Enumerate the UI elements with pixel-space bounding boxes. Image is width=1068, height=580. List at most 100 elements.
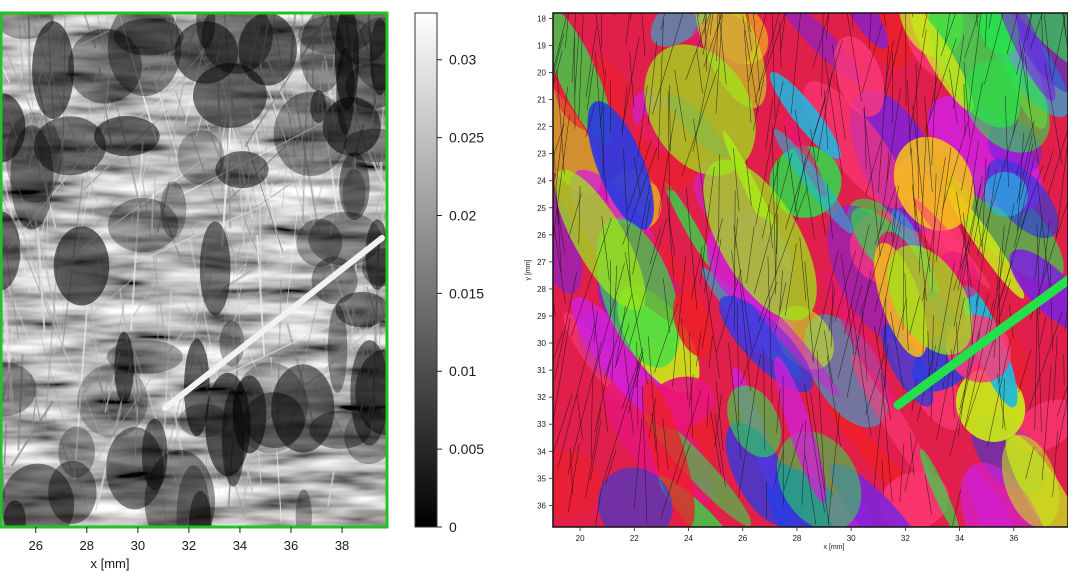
right-fiber-line: [718, 13, 727, 85]
right-fiber-line: [783, 423, 804, 490]
left-fiber-stroke: [170, 393, 187, 471]
right-fiber-line: [775, 158, 778, 295]
right-color-patch: [718, 295, 814, 393]
right-fiber-line: [1034, 300, 1038, 430]
left-fiber-stroke: [162, 13, 173, 71]
left-fiber-stroke: [234, 13, 240, 48]
left-fiber-stroke: [320, 26, 331, 97]
colorbar-tick-label: 0.01: [449, 363, 476, 379]
right-fiber-line: [988, 203, 1015, 335]
right-fiber-line: [963, 212, 974, 353]
left-x-axis-label: x [mm]: [91, 556, 130, 571]
right-fiber-line: [668, 84, 671, 152]
left-fiber-stroke: [163, 188, 193, 218]
right-fiber-line: [648, 397, 657, 439]
left-fiber-stroke: [150, 192, 155, 235]
right-fiber-line: [1044, 15, 1052, 76]
right-fiber-line: [930, 315, 934, 420]
right-color-patch: [989, 13, 1056, 102]
left-dark-patch: [184, 338, 210, 437]
left-fiber-stroke: [256, 234, 266, 356]
right-fiber-line: [953, 183, 982, 327]
right-fiber-line: [539, 136, 548, 209]
right-fiber-line: [804, 384, 825, 513]
right-fiber-line: [813, 39, 843, 135]
right-fiber-line: [553, 114, 570, 242]
right-fiber-line: [553, 124, 565, 158]
right-fiber-line: [758, 186, 808, 323]
right-fiber-line: [882, 319, 887, 359]
right-fiber-line: [701, 239, 722, 349]
right-y-tick-label: 28: [537, 285, 546, 294]
right-fiber-line: [1002, 378, 1005, 429]
right-fiber-line: [629, 52, 635, 108]
right-fiber-line: [984, 13, 988, 48]
right-fiber-line: [568, 193, 582, 238]
right-fiber-line: [827, 412, 840, 524]
right-fiber-line: [632, 184, 651, 275]
right-green-region: [703, 159, 817, 321]
left-dark-patch: [5, 112, 63, 203]
right-fiber-line: [714, 393, 722, 447]
right-fiber-line: [543, 332, 548, 451]
left-dark-patch: [369, 18, 388, 96]
right-fiber-line: [621, 36, 640, 131]
right-fiber-line: [621, 85, 628, 136]
left-fiber-stroke: [92, 308, 199, 466]
right-fiber-line: [883, 40, 894, 93]
left-fiber-stroke: [96, 13, 107, 61]
right-fiber-line: [693, 118, 708, 222]
right-y-tick-label: 27: [537, 258, 546, 267]
right-fiber-line: [812, 13, 830, 68]
right-fiber-line: [1053, 336, 1058, 403]
right-fiber-line: [657, 20, 664, 162]
right-fiber-line: [660, 389, 702, 519]
right-fiber-line: [1034, 216, 1043, 282]
left-fiber-stroke: [0, 60, 11, 84]
left-fiber-stroke: [94, 363, 113, 428]
left-dark-patch: [342, 168, 366, 217]
right-fiber-line: [899, 443, 905, 503]
right-fiber-line: [961, 81, 983, 191]
right-fiber-line: [635, 355, 643, 389]
right-fiber-line: [1037, 298, 1042, 433]
right-y-tick-label: 21: [537, 96, 546, 105]
right-fiber-line: [874, 326, 892, 421]
right-fiber-line: [710, 410, 722, 474]
left-fiber-stroke: [165, 123, 203, 273]
right-fiber-line: [816, 72, 833, 162]
right-color-patch: [910, 13, 974, 112]
right-fiber-line: [957, 295, 979, 438]
left-x-tick-label: 26: [29, 538, 43, 553]
right-fiber-line: [784, 243, 797, 316]
right-fiber-line: [832, 44, 846, 140]
right-fiber-line: [663, 278, 670, 333]
right-fiber-line: [776, 214, 779, 254]
left-fiber-stroke: [327, 466, 336, 507]
right-fiber-line: [585, 407, 602, 499]
right-fiber-line: [810, 392, 830, 526]
right-fiber-line: [685, 13, 711, 81]
right-fiber-line: [1049, 264, 1053, 351]
right-fiber-line: [557, 206, 562, 273]
left-fiber-stroke: [138, 154, 168, 348]
right-fiber-line: [1042, 150, 1054, 182]
right-x-tick-label: 34: [955, 534, 964, 543]
right-fiber-line: [964, 331, 998, 429]
right-fiber-line: [615, 305, 626, 365]
right-fiber-line: [1037, 182, 1051, 297]
right-fiber-line: [647, 41, 658, 125]
left-fiber-strokes: [0, 13, 388, 527]
right-color-patch: [803, 81, 907, 209]
right-fiber-line: [924, 473, 932, 515]
right-fiber-line: [779, 21, 782, 68]
right-heatmap-panel: 20 22 24 26 28 30 32 34 36 18 19 20 21 22 23 24 25 26 27 2…: [525, 12, 1068, 551]
right-x-tick-label: 36: [1009, 534, 1018, 543]
right-fiber-line: [743, 30, 752, 124]
left-dark-patch: [298, 15, 372, 55]
right-fiber-line: [681, 69, 718, 176]
right-fiber-line: [771, 126, 776, 275]
right-fiber-line: [696, 331, 702, 367]
right-fiber-line: [625, 13, 630, 46]
right-color-patch: [553, 449, 600, 517]
